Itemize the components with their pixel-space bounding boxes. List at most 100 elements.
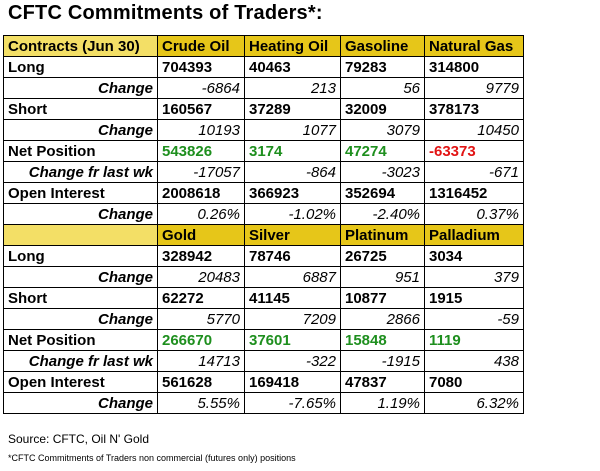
table-row: Open Interest 2008618 366923 352694 1316…: [3, 182, 524, 204]
row-label: Long: [3, 245, 158, 267]
cell-value: 6.32%: [424, 392, 524, 414]
cell-value: -17057: [157, 161, 245, 183]
table-row: Short 62272 41145 10877 1915: [3, 287, 524, 309]
row-label: Change: [3, 392, 158, 414]
table-row: Change 20483 6887 951 379: [3, 266, 524, 288]
empty-header-cell: [3, 224, 158, 246]
cell-value: 328942: [157, 245, 245, 267]
cell-value: 5.55%: [157, 392, 245, 414]
row-label: Change fr last wk: [3, 161, 158, 183]
row-label: Net Position: [3, 329, 158, 351]
cell-value: 5770: [157, 308, 245, 330]
cell-value: 6887: [244, 266, 341, 288]
cell-value: 0.37%: [424, 203, 524, 225]
cell-value: 160567: [157, 98, 245, 120]
table-row: Short 160567 37289 32009 378173: [3, 98, 524, 120]
cell-value: 438: [424, 350, 524, 372]
cell-value: 543826: [157, 140, 245, 162]
cell-value: 15848: [340, 329, 425, 351]
cell-value: 169418: [244, 371, 341, 393]
cell-value: 3034: [424, 245, 524, 267]
contracts-date-header: Contracts (Jun 30): [3, 35, 158, 57]
table-row: Change fr last wk -17057 -864 -3023 -671: [3, 161, 524, 183]
cell-value: 47837: [340, 371, 425, 393]
cell-value: -1915: [340, 350, 425, 372]
cell-value: 0.26%: [157, 203, 245, 225]
cell-value: 951: [340, 266, 425, 288]
table-row: Open Interest 561628 169418 47837 7080: [3, 371, 524, 393]
cell-value: 352694: [340, 182, 425, 204]
cftc-table: Contracts (Jun 30) Crude Oil Heating Oil…: [3, 35, 524, 414]
row-label: Long: [3, 56, 158, 78]
cell-value: -3023: [340, 161, 425, 183]
column-header: Gasoline: [340, 35, 425, 57]
cell-value: 561628: [157, 371, 245, 393]
table-row: Net Position 266670 37601 15848 1119: [3, 329, 524, 351]
cell-value: 266670: [157, 329, 245, 351]
row-label: Short: [3, 98, 158, 120]
cell-value: -7.65%: [244, 392, 341, 414]
cell-value: 378173: [424, 98, 524, 120]
column-header: Silver: [244, 224, 341, 246]
cell-value: 78746: [244, 245, 341, 267]
column-header: Heating Oil: [244, 35, 341, 57]
table-row: Change 5.55% -7.65% 1.19% 6.32%: [3, 392, 524, 414]
cell-value: 56: [340, 77, 425, 99]
cell-value: -322: [244, 350, 341, 372]
cell-value: 37289: [244, 98, 341, 120]
cell-value: 379: [424, 266, 524, 288]
table-row: Change 5770 7209 2866 -59: [3, 308, 524, 330]
cell-value: 1.19%: [340, 392, 425, 414]
row-label: Open Interest: [3, 182, 158, 204]
cell-value: -2.40%: [340, 203, 425, 225]
cell-value: 3079: [340, 119, 425, 141]
cell-value: -59: [424, 308, 524, 330]
cell-value: 1119: [424, 329, 524, 351]
cell-value: 7080: [424, 371, 524, 393]
cell-value: -1.02%: [244, 203, 341, 225]
cell-value: 3174: [244, 140, 341, 162]
cell-value: 9779: [424, 77, 524, 99]
cell-value: 213: [244, 77, 341, 99]
row-label: Change: [3, 77, 158, 99]
table-row: Net Position 543826 3174 47274 -63373: [3, 140, 524, 162]
row-label: Short: [3, 287, 158, 309]
table-row: Change -6864 213 56 9779: [3, 77, 524, 99]
row-label: Change: [3, 119, 158, 141]
table-row: Long 704393 40463 79283 314800: [3, 56, 524, 78]
cell-value: -6864: [157, 77, 245, 99]
table-row: Long 328942 78746 26725 3034: [3, 245, 524, 267]
table-row: Change fr last wk 14713 -322 -1915 438: [3, 350, 524, 372]
cell-value: 32009: [340, 98, 425, 120]
cell-value: 41145: [244, 287, 341, 309]
cell-value: 20483: [157, 266, 245, 288]
cell-value: 62272: [157, 287, 245, 309]
cell-value: -864: [244, 161, 341, 183]
page-title: CFTC Commitments of Traders*:: [8, 2, 323, 24]
cell-value: 314800: [424, 56, 524, 78]
metals-header-row: Gold Silver Platinum Palladium: [3, 224, 524, 246]
cell-value: 2008618: [157, 182, 245, 204]
cell-value: 14713: [157, 350, 245, 372]
row-label: Open Interest: [3, 371, 158, 393]
footnote: *CFTC Commitments of Traders non commerc…: [8, 453, 296, 463]
table-row: Change 10193 1077 3079 10450: [3, 119, 524, 141]
column-header: Gold: [157, 224, 245, 246]
row-label: Change fr last wk: [3, 350, 158, 372]
cell-value: 40463: [244, 56, 341, 78]
cell-value: -671: [424, 161, 524, 183]
row-label: Change: [3, 308, 158, 330]
column-header: Crude Oil: [157, 35, 245, 57]
source-note: Source: CFTC, Oil N' Gold: [8, 432, 149, 446]
row-label: Net Position: [3, 140, 158, 162]
cell-value: 26725: [340, 245, 425, 267]
cell-value: 1915: [424, 287, 524, 309]
cell-value: 2866: [340, 308, 425, 330]
column-header: Platinum: [340, 224, 425, 246]
cell-value: 10450: [424, 119, 524, 141]
cell-value: -63373: [424, 140, 524, 162]
row-label: Change: [3, 203, 158, 225]
table-row: Change 0.26% -1.02% -2.40% 0.37%: [3, 203, 524, 225]
cell-value: 7209: [244, 308, 341, 330]
cell-value: 79283: [340, 56, 425, 78]
